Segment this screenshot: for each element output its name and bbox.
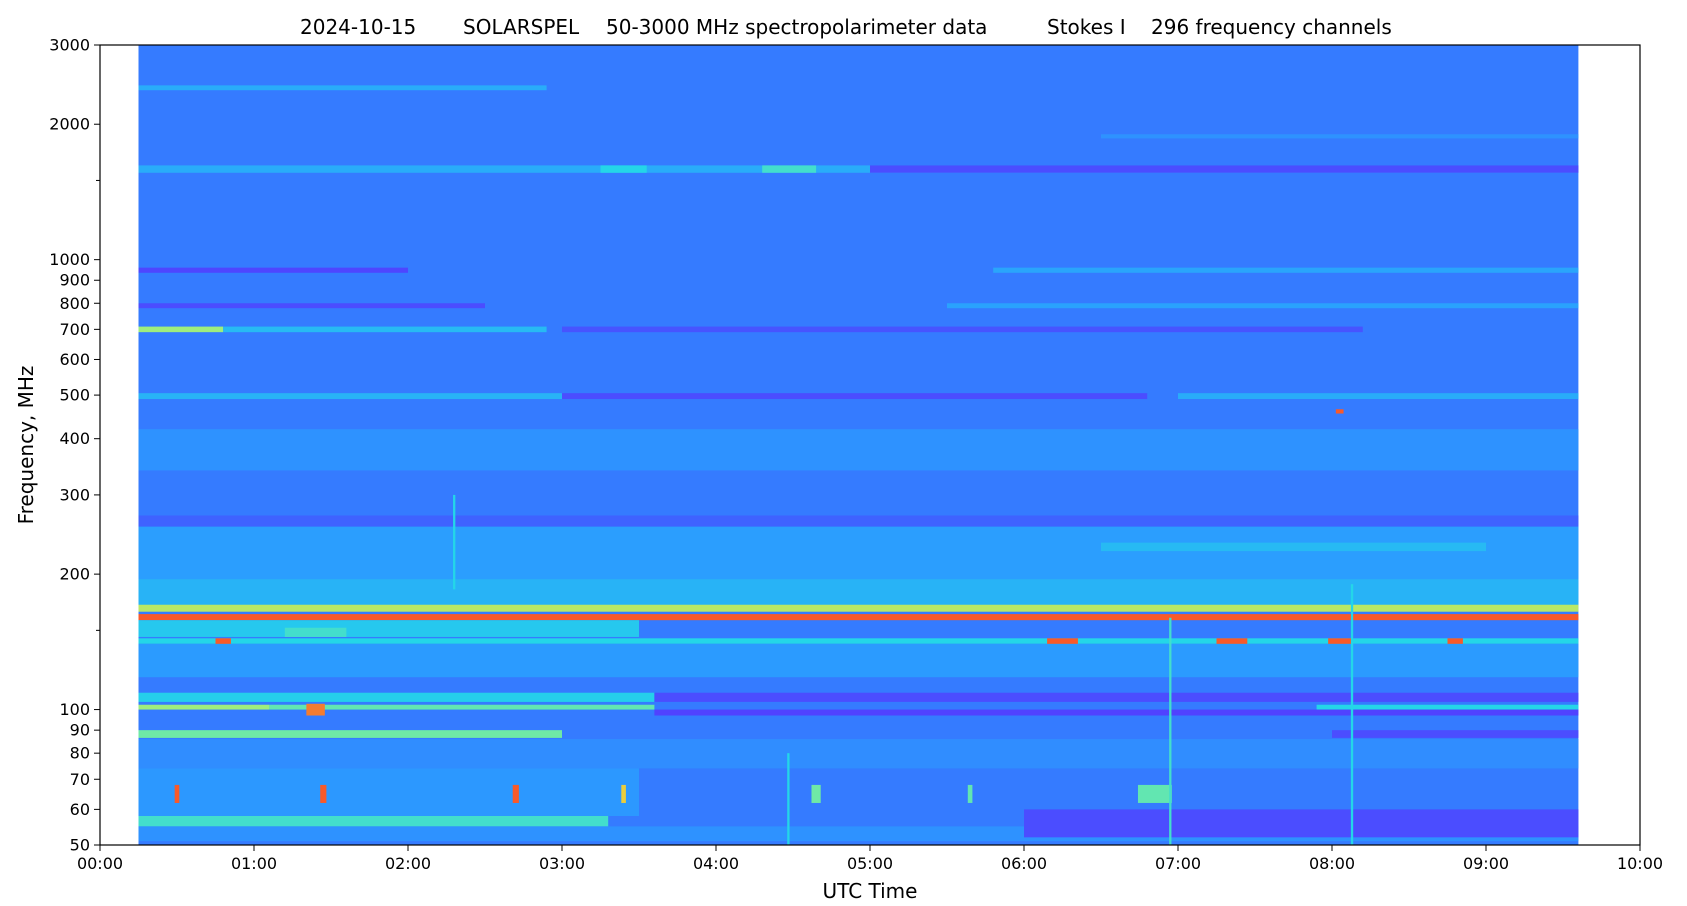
y-tick-label: 300: [59, 485, 90, 504]
heatmap-burst: [1216, 638, 1248, 644]
x-tick-label: 00:00: [77, 854, 123, 873]
heatmap-band: [1024, 809, 1579, 838]
heatmap-band: [562, 393, 1148, 400]
heatmap-burst: [787, 753, 790, 845]
heatmap-band: [1178, 393, 1579, 400]
heatmap-burst: [1335, 409, 1344, 414]
y-tick-label: 2000: [49, 115, 90, 134]
chart-title: 2024-10-15 SOLARSPEL 50-3000 MHz spectro…: [300, 15, 1392, 39]
heatmap-band: [138, 326, 224, 333]
y-tick-label: 500: [59, 386, 90, 405]
heatmap-burst: [320, 784, 327, 803]
x-tick-label: 08:00: [1309, 854, 1355, 873]
heatmap-burst: [967, 784, 973, 803]
title-description: 50-3000 MHz spectropolarimeter data: [606, 15, 987, 39]
heatmap-burst: [1169, 617, 1172, 845]
x-tick-label: 07:00: [1155, 854, 1201, 873]
heatmap-band: [138, 579, 1579, 606]
title-channels: 296 frequency channels: [1151, 15, 1392, 39]
heatmap-burst: [215, 638, 231, 644]
y-tick-label: 70: [70, 770, 90, 789]
heatmap-burst: [306, 703, 325, 716]
heatmap-burst: [512, 784, 519, 803]
title-stokes: Stokes I: [1047, 15, 1126, 39]
y-tick-label: 60: [70, 800, 90, 819]
x-tick-label: 06:00: [1001, 854, 1047, 873]
heatmap-band: [138, 768, 639, 816]
heatmap-band: [138, 620, 639, 637]
heatmap-burst: [453, 494, 456, 590]
heatmap-band: [562, 326, 1363, 333]
heatmap-band: [138, 526, 1579, 580]
heatmap-band: [138, 614, 1579, 621]
heatmap-band: [138, 730, 562, 738]
heatmap-burst: [811, 784, 821, 803]
heatmap-band: [1101, 542, 1486, 552]
heatmap-band: [138, 638, 1579, 644]
y-tick-label: 600: [59, 350, 90, 369]
heatmap-burst: [284, 627, 347, 637]
x-tick-label: 09:00: [1463, 854, 1509, 873]
y-tick-label: 400: [59, 429, 90, 448]
x-axis: 00:00 01:00 02:00 03:00 04:00 05:00 06:00 07:00…: [77, 845, 1663, 873]
x-tick-label: 01:00: [231, 854, 277, 873]
title-date: 2024-10-15: [300, 15, 416, 39]
heatmap-band: [600, 165, 647, 173]
y-tick-label: 90: [70, 721, 90, 740]
y-tick-label: 80: [70, 744, 90, 763]
heatmap-band: [138, 165, 1579, 173]
heatmap-band: [1101, 134, 1579, 139]
title-instrument: SOLARSPEL: [463, 15, 580, 39]
y-axis: 50 60 70 80 90 100 200 300 400 500 600 700 800 900 100…: [49, 36, 100, 855]
heatmap-band: [138, 704, 270, 710]
y-tick-label: 50: [70, 836, 90, 855]
heatmap-band: [947, 303, 1579, 309]
heatmap-burst: [1328, 638, 1352, 644]
heatmap-band: [993, 267, 1579, 273]
plot-area: [99, 44, 1641, 846]
y-tick-label: 800: [59, 294, 90, 313]
x-tick-label: 02:00: [385, 854, 431, 873]
heatmap-band: [138, 692, 655, 702]
heatmap-band: [138, 85, 547, 91]
heatmap-band: [138, 816, 609, 827]
heatmap: [138, 45, 1579, 845]
y-tick-label: 700: [59, 320, 90, 339]
y-tick-label: 100: [59, 700, 90, 719]
x-axis-label: UTC Time: [823, 879, 918, 903]
y-axis-label: Frequency, MHz: [14, 366, 38, 525]
heatmap-band: [1332, 730, 1579, 738]
heatmap-band: [138, 643, 1579, 678]
heatmap-band: [654, 709, 1579, 716]
heatmap-band: [138, 604, 1579, 612]
heatmap-band: [138, 739, 1579, 769]
heatmap-burst: [1350, 584, 1354, 845]
heatmap-burst: [621, 784, 626, 803]
x-tick-label: 03:00: [539, 854, 585, 873]
heatmap-band: [654, 692, 1579, 702]
heatmap-band: [870, 165, 1579, 173]
x-tick-label: 10:00: [1617, 854, 1663, 873]
y-tick-label: 200: [59, 565, 90, 584]
heatmap-band: [138, 393, 562, 400]
heatmap-band: [1316, 704, 1579, 710]
x-tick-label: 05:00: [847, 854, 893, 873]
heatmap-burst: [1447, 638, 1463, 644]
y-tick-label: 3000: [49, 36, 90, 55]
x-tick-label: 04:00: [693, 854, 739, 873]
heatmap-band: [138, 515, 1579, 527]
heatmap-burst: [1137, 784, 1172, 803]
heatmap-band: [223, 326, 547, 333]
y-tick-label: 1000: [49, 250, 90, 269]
heatmap-burst: [174, 784, 180, 803]
heatmap-band: [269, 704, 655, 710]
y-tick-label: 900: [59, 271, 90, 290]
heatmap-band: [138, 429, 1579, 471]
heatmap-band: [138, 267, 408, 273]
heatmap-band: [138, 303, 485, 309]
heatmap-burst: [1047, 638, 1078, 644]
heatmap-band: [762, 165, 817, 173]
